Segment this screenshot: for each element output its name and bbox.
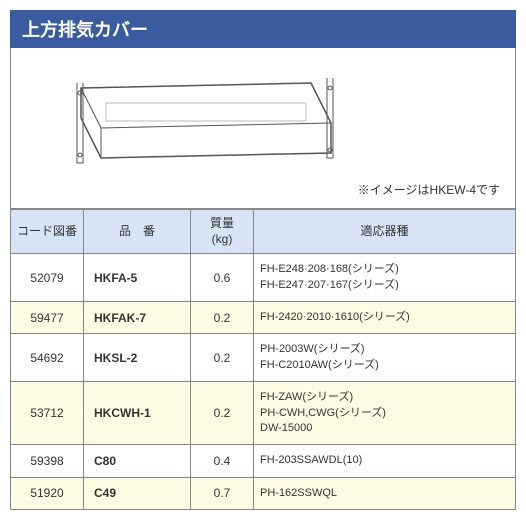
cell-code: 53712 [11, 382, 84, 445]
cell-part: HKFAK-7 [84, 301, 191, 333]
cell-compat: FH-E248·208·168(シリーズ) FH-E247·207·167(シリ… [254, 254, 516, 302]
cell-weight: 0.6 [191, 254, 254, 302]
cell-weight: 0.2 [191, 301, 254, 333]
product-image-area: ※イメージはHKEW-4です [10, 48, 516, 209]
cell-code: 59398 [11, 445, 84, 477]
header-row: コード図番 品 番 質量 (kg) 適応器種 [11, 210, 516, 254]
cell-part: C49 [84, 477, 191, 509]
page-title: 上方排気カバー [22, 20, 148, 40]
col-header-weight: 質量 (kg) [191, 210, 254, 254]
cell-compat: FH-ZAW(シリーズ) PH-CWH,CWG(シリーズ) DW-15000 [254, 382, 516, 445]
cell-weight: 0.7 [191, 477, 254, 509]
cell-code: 54692 [11, 334, 84, 382]
cell-part: HKFA-5 [84, 254, 191, 302]
image-caption: ※イメージはHKEW-4です [358, 181, 500, 198]
cell-code: 51920 [11, 477, 84, 509]
table-row: 52079HKFA-50.6FH-E248·208·168(シリーズ) FH-E… [11, 254, 516, 302]
cell-code: 59477 [11, 301, 84, 333]
cell-code: 52079 [11, 254, 84, 302]
cell-compat: FH-203SSAWDL(10) [254, 445, 516, 477]
cell-weight: 0.2 [191, 382, 254, 445]
table-row: 53712HKCWH-10.2FH-ZAW(シリーズ) PH-CWH,CWG(シ… [11, 382, 516, 445]
product-table: コード図番 品 番 質量 (kg) 適応器種 52079HKFA-50.6FH-… [10, 209, 516, 510]
table-row: 59398C800.4FH-203SSAWDL(10) [11, 445, 516, 477]
cell-compat: FH-2420·2010·1610(シリーズ) [254, 301, 516, 333]
cell-weight: 0.4 [191, 445, 254, 477]
table-row: 51920C490.7PH-162SSWQL [11, 477, 516, 509]
cell-part: HKSL-2 [84, 334, 191, 382]
title-bar: 上方排気カバー [10, 10, 516, 48]
col-header-code: コード図番 [11, 210, 84, 254]
col-header-compat: 適応器種 [254, 210, 516, 254]
cell-part: C80 [84, 445, 191, 477]
table-row: 54692HKSL-20.2PH-2003W(シリーズ) FH-C2010AW(… [11, 334, 516, 382]
cover-illustration [41, 63, 361, 193]
cell-compat: PH-162SSWQL [254, 477, 516, 509]
cell-weight: 0.2 [191, 334, 254, 382]
cell-part: HKCWH-1 [84, 382, 191, 445]
col-header-part: 品 番 [84, 210, 191, 254]
cell-compat: PH-2003W(シリーズ) FH-C2010AW(シリーズ) [254, 334, 516, 382]
table-row: 59477HKFAK-70.2FH-2420·2010·1610(シリーズ) [11, 301, 516, 333]
